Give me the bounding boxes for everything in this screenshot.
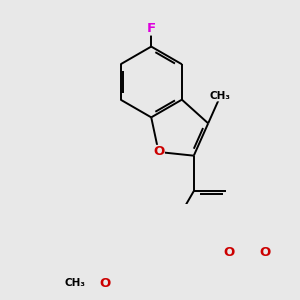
Text: O: O — [100, 277, 111, 290]
Text: O: O — [153, 146, 164, 158]
Text: O: O — [259, 246, 270, 259]
Text: O: O — [224, 246, 235, 259]
Text: CH₃: CH₃ — [65, 278, 86, 288]
Text: CH₃: CH₃ — [210, 91, 231, 101]
Text: F: F — [147, 22, 156, 35]
